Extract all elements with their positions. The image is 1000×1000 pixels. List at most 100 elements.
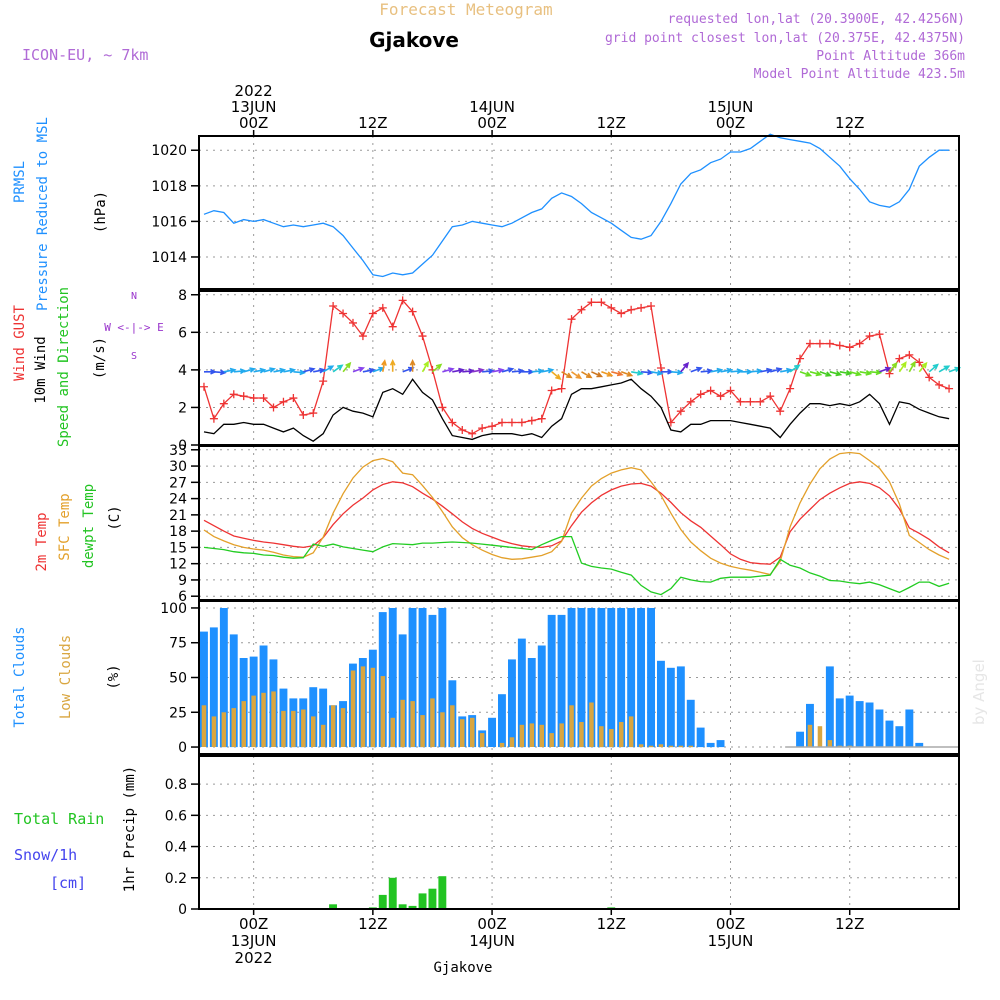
bar-total-clouds <box>607 608 616 748</box>
bar-total-clouds <box>825 666 834 748</box>
bottom-time-label: 2022 <box>235 949 273 967</box>
gust-marker <box>279 397 288 406</box>
bar-low-clouds <box>330 705 336 747</box>
y-tick-label: 50 <box>169 671 187 687</box>
gust-marker <box>905 350 914 359</box>
bar-total-clouds <box>875 709 884 748</box>
series-line-10m-wind <box>203 378 950 442</box>
pressure-panel: PRMSL Pressure Reduced to MSL (hPa) 1014… <box>12 117 960 311</box>
bar-total-clouds <box>905 709 914 748</box>
bottom-time-label: 12Z <box>835 915 864 933</box>
bar-low-clouds <box>440 712 445 748</box>
wind-direction-arrow <box>313 367 326 374</box>
bar-low-clouds <box>320 724 326 748</box>
gust-marker <box>835 341 844 350</box>
y-tick-label: 1014 <box>151 250 187 266</box>
y-tick-label: 12 <box>169 557 187 573</box>
compass-s: S <box>131 351 137 362</box>
footer-location: Gjakove <box>433 960 492 976</box>
wind-direction-arrow <box>551 371 562 380</box>
bar-total-clouds <box>319 688 328 747</box>
wind-direction-arrow <box>472 367 485 374</box>
y-tick-label: 0.8 <box>165 777 187 793</box>
y-tick-label: 100 <box>160 601 187 617</box>
gust-marker <box>378 303 387 312</box>
wind-direction-arrow <box>581 371 593 379</box>
bar-low-clouds <box>400 699 405 748</box>
gust-marker <box>209 414 218 423</box>
temperature-grid <box>199 446 959 600</box>
bar-total-rain <box>438 876 447 909</box>
bar-low-clouds <box>221 712 227 748</box>
bar-low-clouds <box>201 705 207 747</box>
y-tick-label: 0.6 <box>165 808 187 824</box>
gust-marker <box>488 422 497 431</box>
wind-direction-arrow <box>501 367 515 373</box>
gust-label: Wind GUST <box>12 305 28 381</box>
wind-direction-arrow <box>938 365 951 373</box>
pressure-frame <box>198 135 960 290</box>
y-tick-label: 24 <box>169 492 187 508</box>
wind10m-label: 10m Wind <box>33 336 49 403</box>
wind-direction-arrow <box>531 368 545 375</box>
bar-low-clouds <box>658 744 664 748</box>
y-tick-label: 6 <box>178 325 187 341</box>
temp2m-label: 2m Temp <box>34 512 50 571</box>
gust-marker <box>398 296 407 305</box>
wind-direction-arrow <box>409 358 416 372</box>
sfc-temp-label: SFC Temp <box>57 493 73 560</box>
wind-direction-arrow <box>362 367 376 374</box>
gust-marker <box>915 358 924 367</box>
gust-marker <box>617 309 626 318</box>
bar-low-clouds <box>539 724 544 748</box>
wind-direction-arrow <box>482 368 495 375</box>
wind-direction-arrow <box>928 363 939 373</box>
bar-low-clouds <box>499 742 505 748</box>
y-tick-label: 1018 <box>151 179 187 195</box>
wind-direction-arrow <box>332 364 344 373</box>
bar-total-rain <box>398 904 407 909</box>
gust-marker <box>557 384 566 393</box>
gust-marker <box>796 354 805 363</box>
gust-marker <box>289 394 298 403</box>
bar-total-clouds <box>796 731 804 747</box>
bottom-time-label: 15JUN <box>708 932 754 950</box>
gust-marker <box>299 410 308 419</box>
y-tick-label: 27 <box>169 475 187 491</box>
series-line-sfc-temp <box>203 451 950 576</box>
top-time-label: 14JUN <box>469 98 515 116</box>
bottom-time-label: 00Z <box>239 915 268 933</box>
bar-low-clouds <box>519 724 525 748</box>
bar-total-clouds <box>915 742 924 748</box>
wind-direction-arrow <box>511 368 525 375</box>
wind-direction-arrow <box>591 371 604 378</box>
gust-marker <box>577 305 586 314</box>
gust-marker <box>309 409 318 418</box>
precip-panel: Total Rain Snow/1h [cm] 1hr Precip (mm) … <box>14 755 960 918</box>
wind-direction-arrow <box>452 367 466 374</box>
wind-direction-arrow <box>491 367 505 374</box>
clouds-y-ticks: 0 25 50 75 100 <box>160 601 199 756</box>
bar-total-clouds <box>686 699 695 748</box>
wind-direction-arrow <box>213 369 227 376</box>
temp-unit: (C) <box>107 505 123 530</box>
gust-marker <box>716 392 725 401</box>
gust-marker <box>845 343 854 352</box>
wind-direction-arrow <box>650 370 664 376</box>
pressure-grid <box>199 136 959 289</box>
bar-low-clouds <box>549 733 554 747</box>
temperature-series <box>203 451 950 596</box>
y-tick-label: 1020 <box>151 143 187 159</box>
wind-direction-label: Speed and Direction <box>56 287 72 447</box>
wind-direction-arrow <box>799 371 813 377</box>
wind-direction-arrow <box>601 371 614 377</box>
gust-marker <box>269 403 278 412</box>
dewpt-label: dewpt Temp <box>81 484 97 568</box>
gust-marker <box>368 309 377 318</box>
wind-direction-arrow <box>541 367 555 374</box>
top-time-label: 12Z <box>835 114 864 132</box>
gust-marker <box>736 397 745 406</box>
chart-title: Forecast Meteogram <box>379 0 552 19</box>
gust-marker <box>825 339 834 348</box>
top-time-label: 00Z <box>716 114 745 132</box>
